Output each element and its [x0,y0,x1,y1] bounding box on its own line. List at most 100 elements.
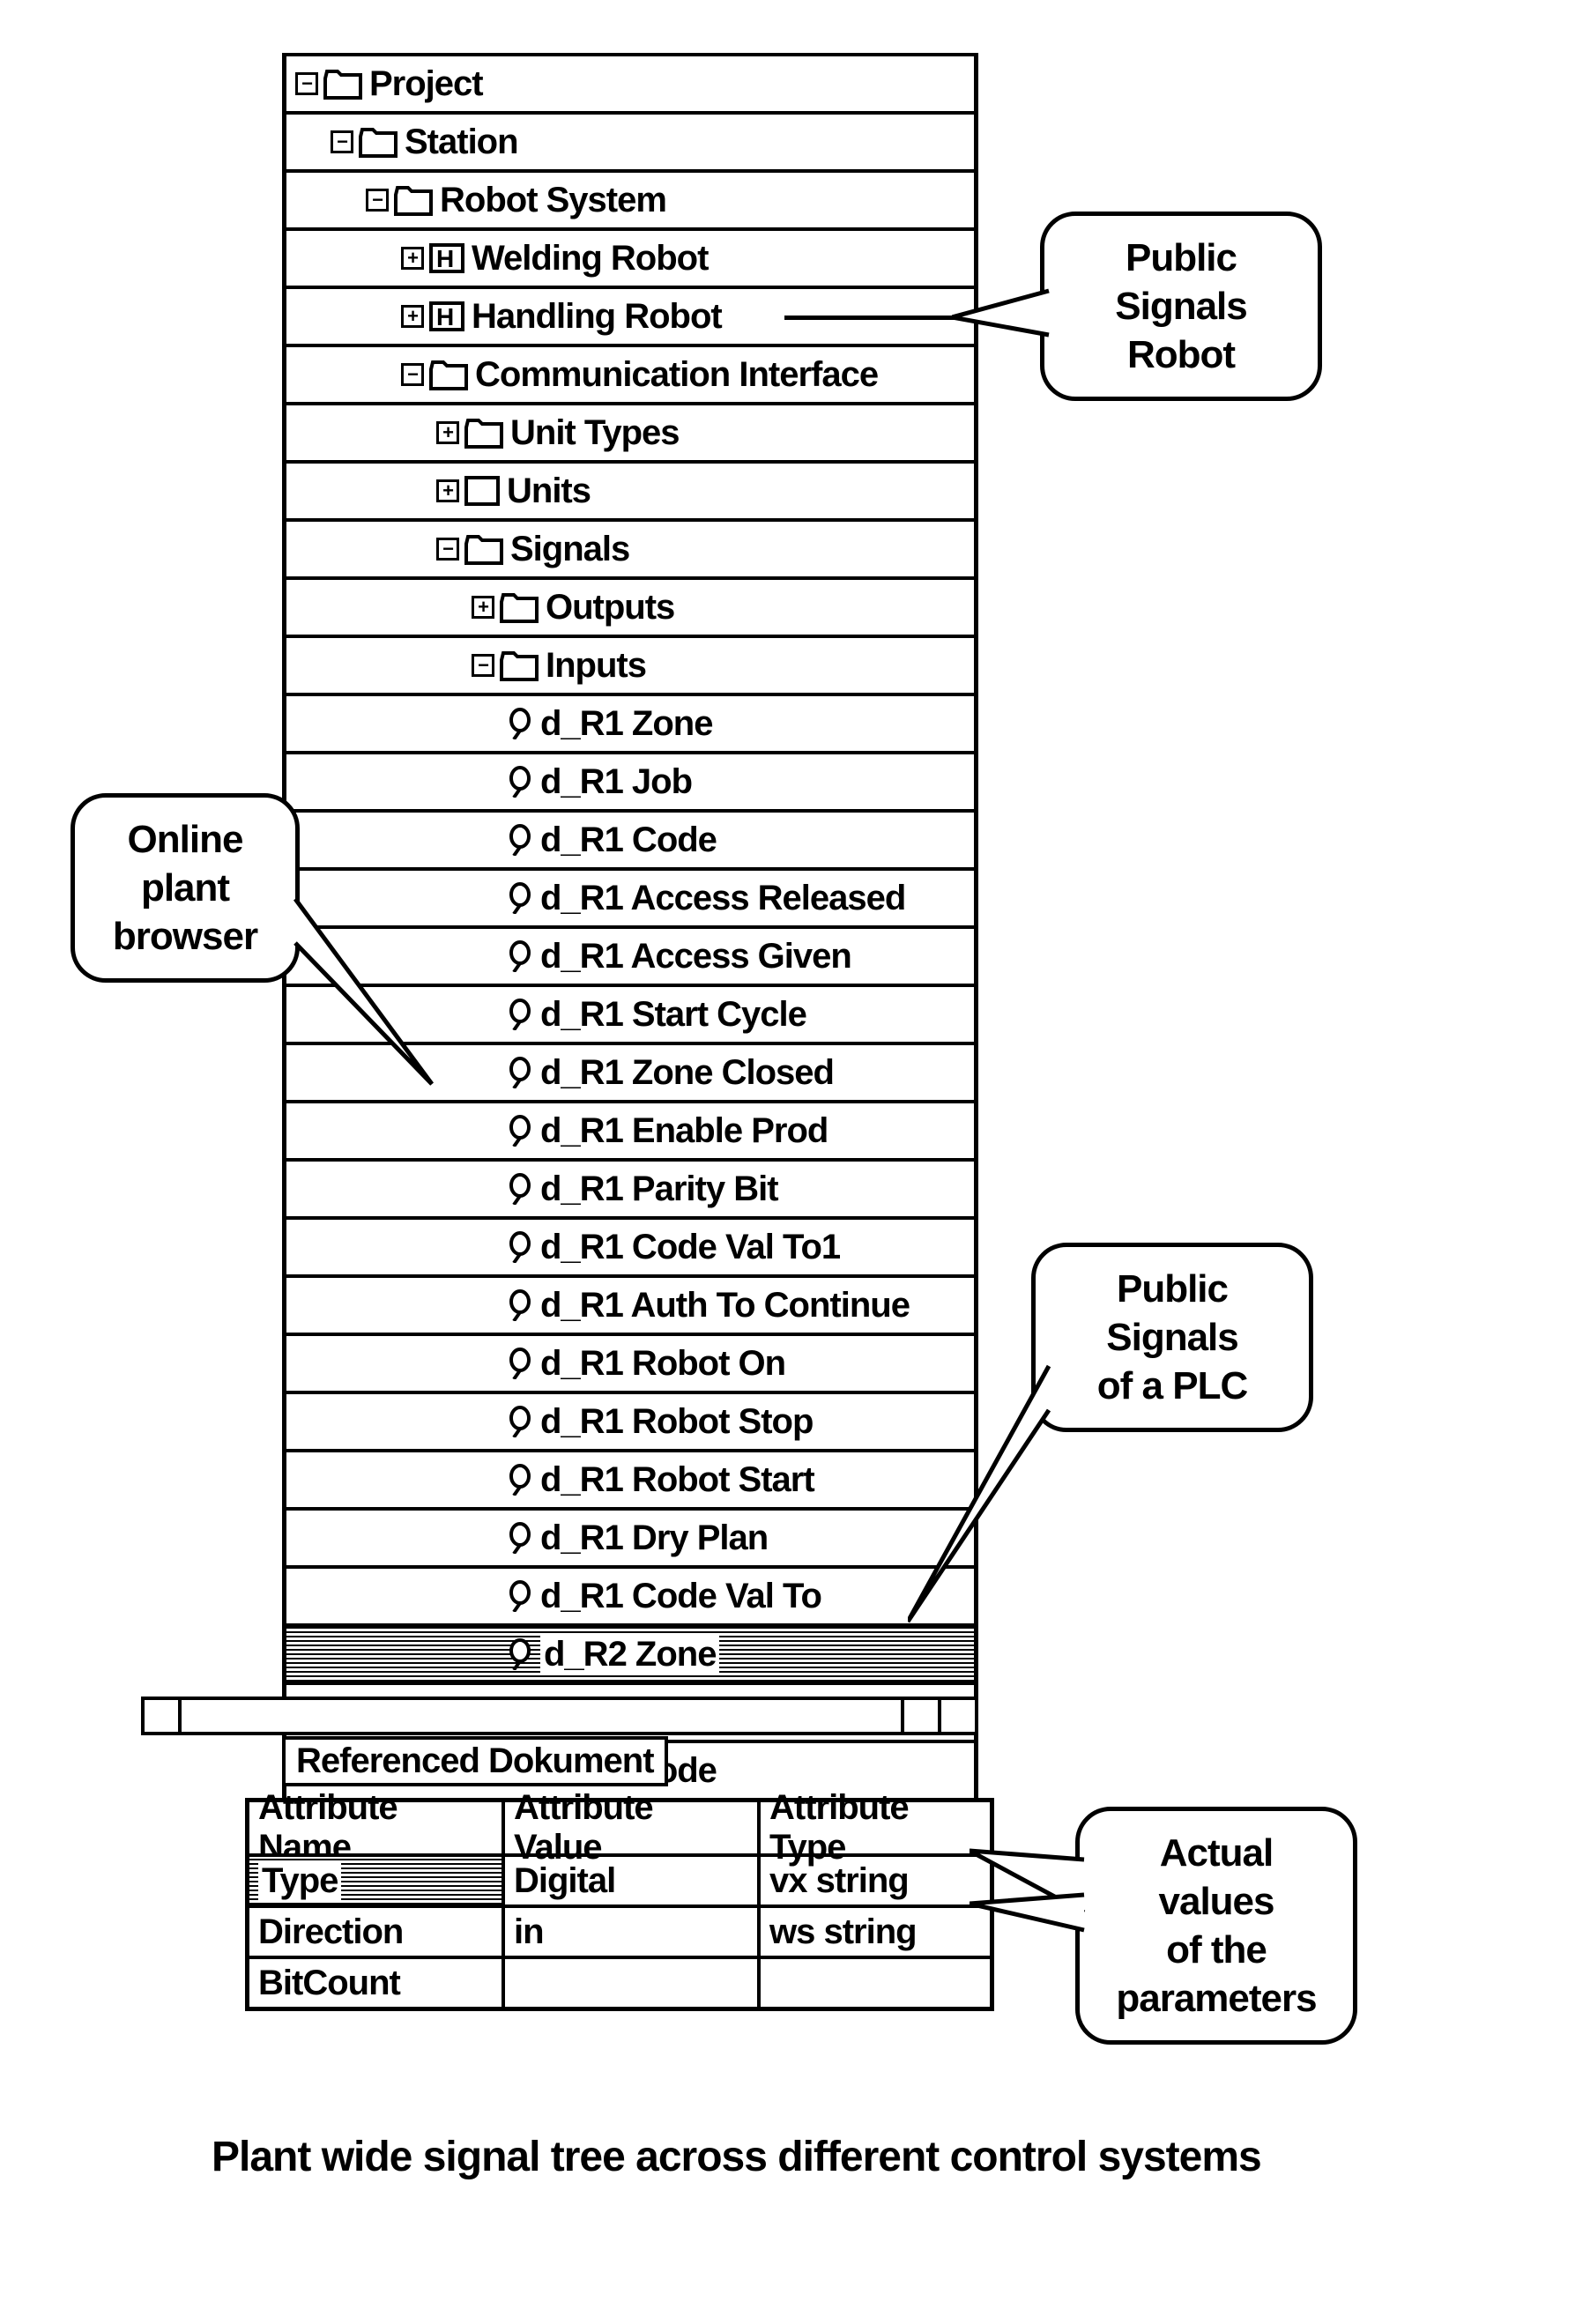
tree-item-label: d_R1 Access Released [540,879,905,918]
tree-row[interactable]: d_R1 Code [286,809,974,867]
tree-item-label: Outputs [546,588,674,627]
tree-item-label: d_R1 Start Cycle [540,995,806,1035]
signal-icon [507,708,533,739]
table-row[interactable]: BitCount [249,1956,990,2007]
column-header: Attribute Value [505,1802,761,1853]
signal-icon [507,1115,533,1147]
tree-row[interactable]: d_R1 Code Val To [286,1565,974,1623]
callout-line: Public Signals [1106,1267,1238,1359]
signal-icon [507,1231,533,1263]
table-cell: Digital [505,1853,761,1904]
column-header: Attribute Type [761,1802,990,1853]
table-cell: vx string [761,1853,990,1904]
tree-row[interactable]: d_R2 Zone [286,1623,974,1682]
pointer-line [784,316,961,320]
signal-icon [507,1580,533,1612]
tree-row[interactable]: − Inputs [286,635,974,693]
tree-item-label: d_R1 Robot On [540,1344,785,1384]
tree-row[interactable]: +Unit Types [286,402,974,460]
tree-item-label: Project [369,64,483,104]
signal-icon [507,882,533,914]
expand-toggle-icon[interactable]: − [472,654,494,677]
expand-toggle-icon[interactable]: + [401,247,424,270]
referenced-document-tab[interactable]: Referenced Dokument [282,1736,668,1786]
caption-text: Plant wide signal tree across different … [212,2134,1261,2180]
tree-row[interactable]: + Welding Robot [286,227,974,286]
tree-row[interactable]: d_R1 Robot On [286,1333,974,1391]
expand-toggle-icon[interactable]: + [472,596,494,619]
tree-row[interactable]: d_R1 Parity Bit [286,1158,974,1216]
expand-toggle-icon[interactable]: − [331,130,353,153]
column-header: Attribute Name [249,1802,505,1853]
tree-item-label: Robot System [440,181,666,220]
tree-item-label: d_R1 Zone Closed [540,1053,834,1093]
folder-icon [464,418,503,448]
signal-icon [507,1406,533,1437]
expand-toggle-icon[interactable]: − [366,189,389,212]
folder-icon [464,534,503,564]
tree-item-label: Communication Interface [475,355,878,395]
expand-toggle-icon[interactable]: + [436,479,459,502]
tree-item-label: d_R1 Access Given [540,937,851,976]
tree-row[interactable]: − Project [286,53,974,111]
callout-line: Actual values [1159,1831,1274,1923]
tree-row[interactable]: −Signals [286,518,974,576]
tree-row[interactable]: − Station [286,111,974,169]
signal-icon [507,824,533,856]
signal-icon [507,999,533,1030]
expand-toggle-icon[interactable]: + [436,421,459,444]
expand-toggle-icon[interactable]: + [401,305,424,328]
diagram-canvas: − Project − Station − Robot System + Welding Ro… [35,35,1555,2289]
tree-row[interactable]: − Communication Interface [286,344,974,402]
folder-icon [359,127,398,157]
folder-icon [500,592,539,622]
callout-tail-icon [970,1886,1093,1956]
tree-row[interactable]: − Robot System [286,169,974,227]
tree-row[interactable]: d_R1 Auth To Continue [286,1274,974,1333]
tree-row[interactable]: d_R1 Zone [286,693,974,751]
scroll-arrow-right[interactable] [938,1700,975,1732]
callout-tail-icon [908,1357,1058,1639]
signal-icon [507,1522,533,1554]
figure-caption: Plant wide signal tree across different … [212,2133,1261,2181]
callout-public-signals-plc: Public Signals of a PLC [1031,1243,1313,1432]
scroll-arrow-left[interactable] [145,1700,182,1732]
folder-icon [429,360,468,390]
tree-row[interactable]: +Handling Robot [286,286,974,344]
callout-line: Online plant [128,818,243,910]
tree-row[interactable]: +Units [286,460,974,518]
tree-row[interactable]: d_R1 Enable Prod [286,1100,974,1158]
tree-item-label: Welding Robot [472,239,708,278]
tree-item-label: d_R2 Zone [540,1635,719,1674]
callout-actual-values: Actual values of the parameters [1075,1807,1357,2045]
table-cell: in [505,1904,761,1956]
tree-item-label: Station [405,123,518,162]
signal-icon [507,766,533,798]
callout-line: of a PLC [1097,1364,1247,1407]
tree-item-label: Inputs [546,646,646,686]
table-header-row: Attribute NameAttribute ValueAttribute T… [249,1802,990,1853]
tree-row[interactable]: d_R1 Robot Stop [286,1391,974,1449]
tree-row[interactable]: d_R1 Dry Plan [286,1507,974,1565]
expand-toggle-icon[interactable]: − [401,363,424,386]
expand-toggle-icon[interactable]: − [295,72,318,95]
expand-toggle-icon[interactable]: − [436,538,459,561]
tree-row[interactable]: + Outputs [286,576,974,635]
tree-row[interactable]: d_R1 Code Val To1 [286,1216,974,1274]
tree-row[interactable]: d_R1 Job [286,751,974,809]
callout-line: Robot [1127,333,1235,376]
scroll-thumb[interactable] [901,1700,938,1732]
table-cell [505,1956,761,2007]
tree-item-label: d_R1 Robot Stop [540,1402,813,1442]
callout-line: Public Signals [1115,236,1247,328]
signal-icon [507,1173,533,1205]
table-row[interactable]: TypeDigitalvx string [249,1853,990,1904]
tree-row[interactable]: d_R1 Robot Start [286,1449,974,1507]
callout-online-plant-browser: Online plant browser [71,793,300,983]
folder-icon [394,185,433,215]
tree-item-label: d_R1 Robot Start [540,1460,814,1500]
table-row[interactable]: Directioninws string [249,1904,990,1956]
tree-item-label: d_R1 Parity Bit [540,1169,778,1209]
horizontal-scrollbar[interactable] [141,1697,978,1735]
table-cell: BitCount [249,1956,505,2007]
